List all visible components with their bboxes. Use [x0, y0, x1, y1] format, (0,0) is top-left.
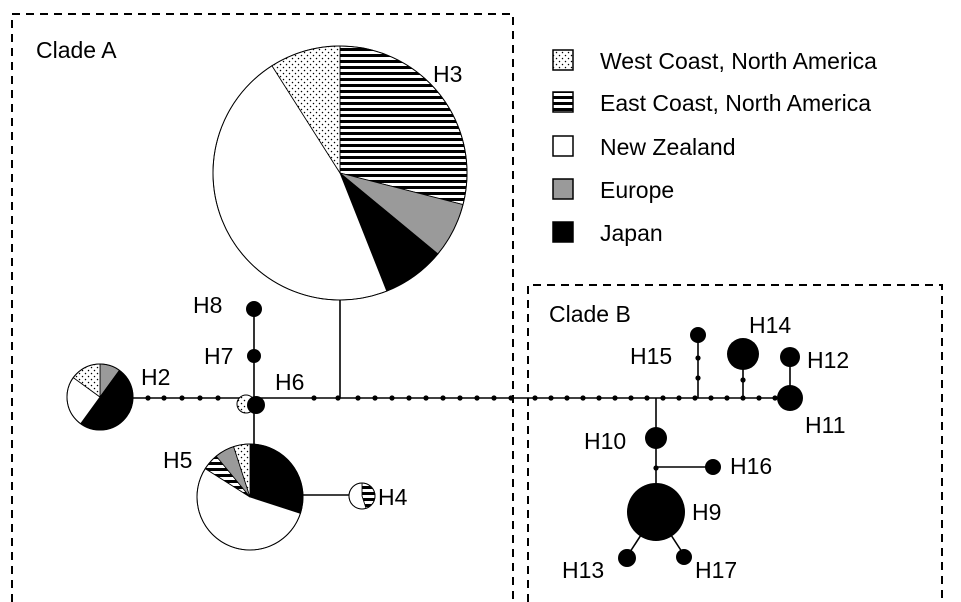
haplotype-h10-node — [645, 427, 667, 449]
median-node — [197, 395, 203, 401]
legend-label-japan: Japan — [600, 220, 663, 246]
label-h17: H17 — [695, 557, 737, 583]
median-node — [628, 395, 634, 401]
median-node — [740, 395, 746, 401]
haplotype-h8-node — [246, 301, 262, 317]
legend-swatch-east — [552, 91, 574, 113]
median-node — [406, 395, 412, 401]
legend-label-nz: New Zealand — [600, 134, 736, 160]
median-node — [676, 395, 682, 401]
median-node — [440, 395, 446, 401]
label-h16: H16 — [730, 453, 772, 479]
median-node — [372, 395, 378, 401]
legend-swatch-west — [552, 49, 574, 71]
haplotype-h3-pie — [212, 45, 468, 301]
median-node — [695, 375, 701, 381]
median-node — [179, 395, 185, 401]
haplotype-h13-node — [618, 549, 636, 567]
median-node — [311, 395, 317, 401]
median-node — [708, 395, 714, 401]
haplotype-h17-node — [676, 549, 692, 565]
legend-swatch-europe — [552, 178, 574, 200]
h4-outline — [348, 482, 376, 510]
median-node — [474, 395, 480, 401]
legend-label-west: West Coast, North America — [600, 48, 877, 74]
median-node — [724, 395, 730, 401]
label-h11: H11 — [805, 412, 846, 438]
clade-b-label: Clade B — [549, 301, 631, 327]
median-node — [508, 395, 514, 401]
label-h10: H10 — [584, 428, 626, 454]
median-node — [644, 395, 650, 401]
median-node — [692, 395, 698, 401]
median-node — [653, 465, 659, 471]
haplotype-h11-node — [777, 385, 803, 411]
haplotype-h9-node — [627, 483, 685, 541]
haplotype-h16-node — [705, 459, 721, 475]
label-h2: H2 — [141, 364, 170, 390]
haplotype-h7-node — [247, 349, 261, 363]
label-h8: H8 — [193, 292, 222, 318]
legend-label-europe: Europe — [600, 177, 674, 203]
haplotype-h6-node — [247, 396, 265, 414]
haplotype-h12-node — [780, 347, 800, 367]
median-node — [695, 355, 701, 361]
median-node — [612, 395, 618, 401]
label-h6: H6 — [275, 369, 304, 395]
median-node — [423, 395, 429, 401]
label-h15: H15 — [630, 343, 672, 369]
label-h13: H13 — [562, 557, 604, 583]
median-node — [660, 395, 666, 401]
median-node — [580, 395, 586, 401]
median-node — [389, 395, 395, 401]
median-node — [740, 377, 746, 383]
median-node — [564, 395, 570, 401]
median-node — [457, 395, 463, 401]
haplotype-h14-node — [727, 338, 759, 370]
median-node — [161, 395, 167, 401]
label-h4: H4 — [378, 484, 408, 510]
median-node — [355, 395, 361, 401]
h2-outline — [66, 363, 134, 431]
haplotype-h4-pie — [348, 482, 376, 510]
h3-outline — [212, 45, 468, 301]
label-h3: H3 — [433, 61, 462, 87]
median-node — [532, 395, 538, 401]
label-h12: H12 — [807, 347, 849, 373]
median-node — [215, 395, 221, 401]
median-node — [491, 395, 497, 401]
label-h7: H7 — [204, 343, 233, 369]
legend-swatch-nz — [552, 135, 574, 157]
median-nodes — [145, 355, 778, 471]
haplotype-h2-pie — [66, 363, 134, 431]
median-node — [145, 395, 151, 401]
clade-a-box — [11, 13, 514, 602]
median-node — [335, 395, 341, 401]
h5-outline — [196, 443, 304, 551]
clade-b-box — [527, 284, 943, 602]
median-node — [548, 395, 554, 401]
haplotype-h15-node — [690, 327, 706, 343]
median-node — [756, 395, 762, 401]
median-node — [772, 395, 778, 401]
label-h14: H14 — [749, 312, 791, 338]
label-h5: H5 — [163, 447, 192, 473]
label-h9: H9 — [692, 499, 721, 525]
legend-swatch-japan — [552, 221, 574, 243]
median-node — [596, 395, 602, 401]
legend-label-east: East Coast, North America — [600, 90, 871, 116]
haplotype-h5-pie — [196, 443, 304, 551]
legend: West Coast, North America East Coast, No… — [552, 48, 877, 246]
clade-a-label: Clade A — [36, 37, 117, 63]
h1-left-half — [237, 395, 246, 413]
